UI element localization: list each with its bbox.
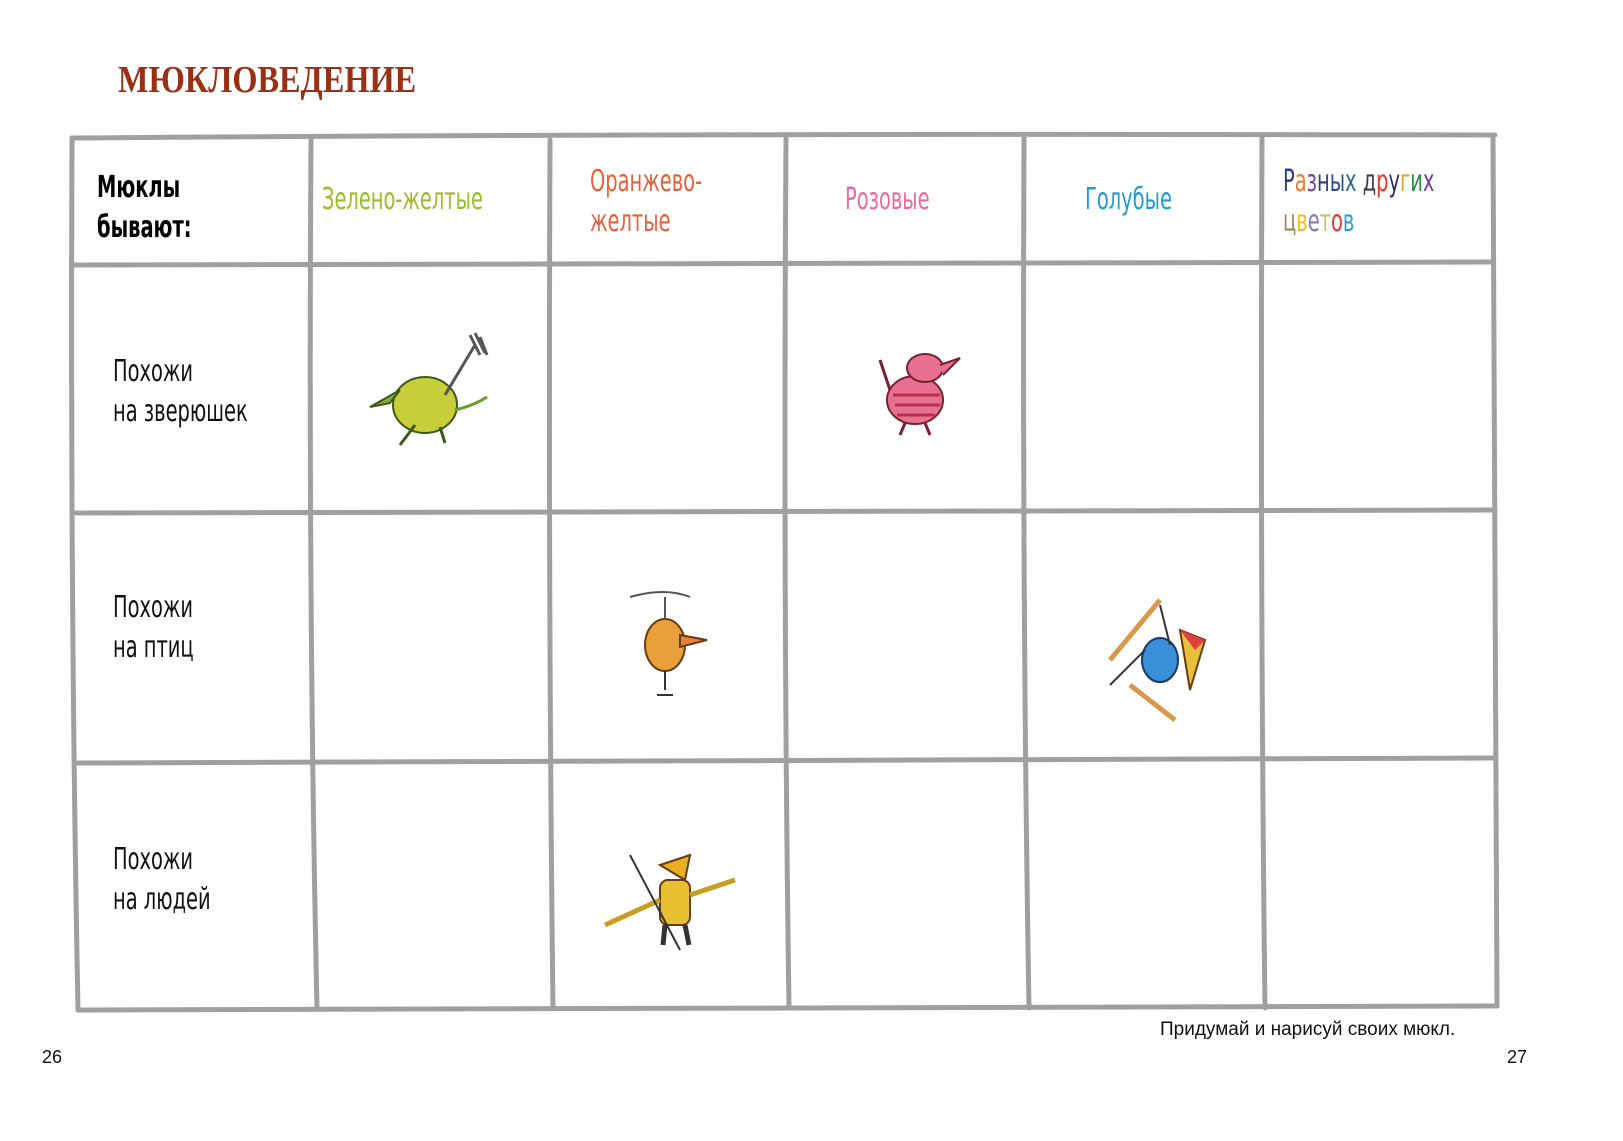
column-header: Разных других	[1283, 164, 1435, 199]
column-header: Зелено-желтые	[322, 182, 483, 217]
column-header: Оранжево-	[590, 164, 703, 199]
page-number-right: 27	[1507, 1047, 1528, 1067]
column-header: Голубые	[1085, 182, 1172, 217]
column-header: цветов	[1283, 204, 1355, 239]
grid-line	[1021, 135, 1032, 1011]
page-number-left: 26	[42, 1047, 63, 1067]
page-title: МЮКЛОВЕДЕНИЕ	[118, 59, 417, 101]
drawing-instruction: Придумай и нарисуй своих мюкл.	[1160, 1019, 1456, 1040]
grid-line	[1490, 132, 1500, 1009]
column-header: желтые	[590, 204, 671, 239]
row-label: на птиц	[113, 630, 194, 665]
yellow-human-mukla-icon	[603, 853, 736, 951]
pink-animal-mukla-icon	[878, 353, 961, 436]
grid-line	[782, 135, 792, 1011]
grid-line	[1258, 134, 1268, 1011]
grid-line	[307, 137, 320, 1011]
grid-line	[546, 137, 556, 1011]
corner-label-line: бывают:	[97, 210, 192, 245]
row-label: на людей	[113, 882, 211, 917]
row-label: Похожи	[113, 590, 194, 625]
row-label: Похожи	[113, 354, 194, 389]
green-yellow-animal-mukla-icon	[369, 332, 489, 446]
row-label: на зверюшек	[113, 394, 248, 429]
row-label: Похожи	[113, 842, 194, 877]
grid-line	[69, 135, 81, 1013]
blue-bird-mukla-icon	[1108, 598, 1207, 722]
grid-line	[69, 131, 1498, 141]
orange-bird-mukla-icon	[629, 591, 708, 696]
corner-label-line: Мюклы	[97, 170, 181, 205]
column-header: Розовые	[845, 182, 930, 217]
